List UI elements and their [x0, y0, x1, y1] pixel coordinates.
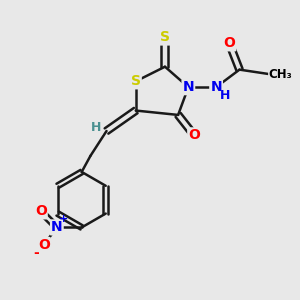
- Text: N: N: [182, 80, 194, 94]
- Text: N: N: [51, 220, 63, 234]
- Text: O: O: [35, 204, 47, 218]
- Text: N: N: [210, 80, 222, 94]
- Text: CH₃: CH₃: [269, 68, 292, 80]
- Text: O: O: [188, 128, 200, 142]
- Text: -: -: [34, 246, 39, 260]
- Text: H: H: [220, 89, 230, 102]
- Text: S: S: [160, 31, 170, 44]
- Text: +: +: [58, 214, 68, 224]
- Text: O: O: [38, 238, 50, 252]
- Text: H: H: [91, 121, 101, 134]
- Text: O: O: [223, 36, 235, 50]
- Text: S: S: [131, 74, 141, 88]
